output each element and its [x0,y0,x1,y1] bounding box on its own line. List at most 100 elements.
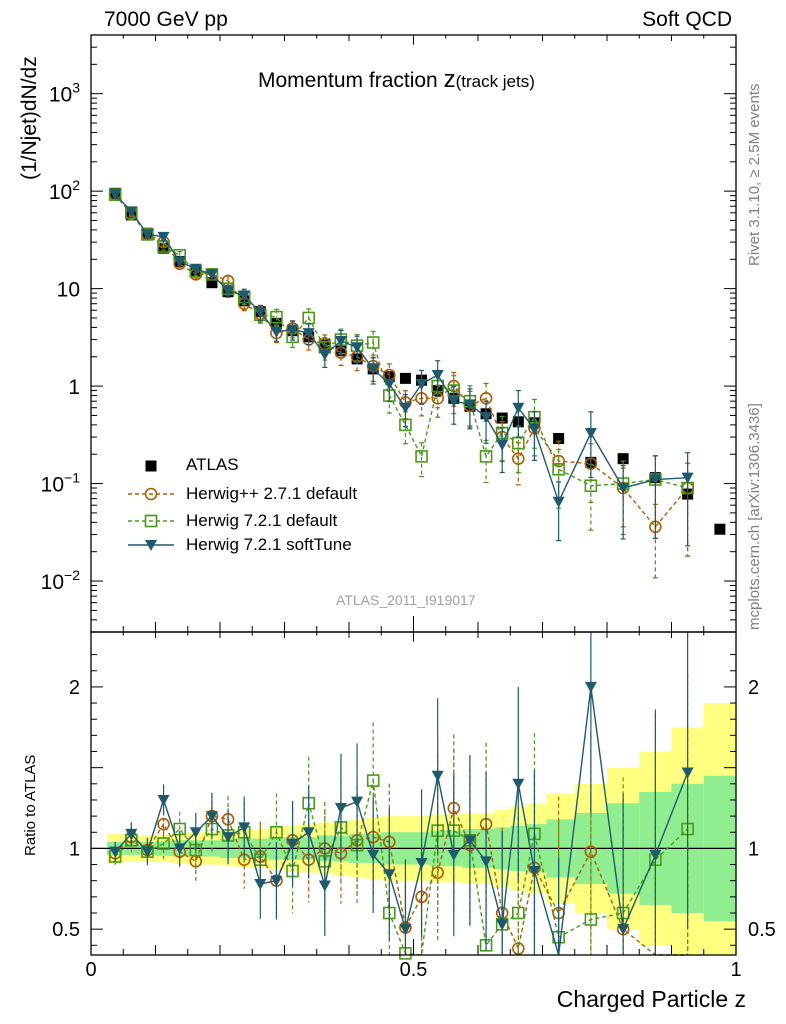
data-point-main [286,324,299,336]
data-point-main [399,372,411,384]
series-line-main [114,194,688,489]
data-point-main [479,450,493,463]
data-point-main [109,189,122,201]
data-point-ratio [173,843,186,855]
data-point-ratio [584,681,597,693]
data-point-main [512,402,525,414]
x-tick-label: 0 [85,959,96,981]
y-axis-label-main: (1/Njet)dN/dz [18,56,41,180]
data-point-main [189,263,202,275]
data-point-main [431,369,444,381]
legend-label-atlas: ATLAS [186,455,239,474]
data-point-ratio [302,827,315,839]
data-point-main [206,277,218,289]
side-text-top: Rivet 3.1.10, ≥ 2.5M events [746,83,763,267]
y-tick-label-main: 103 [49,80,80,107]
series-line-main [114,194,689,528]
data-point-main [584,479,598,493]
data-point-main [463,399,476,411]
data-point-main [553,432,565,444]
data-point-ratio [254,878,267,890]
data-point-main [552,463,565,476]
side-text-bottom: mcplots.cern.ch [arXiv:1306.3436] [746,403,763,630]
data-point-ratio [270,825,283,839]
data-point-main [173,256,186,268]
data-point-ratio [431,770,444,782]
chart-title: Momentum fraction z(track jets) [258,66,535,94]
y-tick-label-ratio: 1 [69,838,80,860]
x-tick-label: 0.5 [400,959,428,981]
data-point-main [366,336,380,349]
legend-label-herwig7-softtune: Herwig 7.2.1 softTune [186,535,352,554]
data-point-main [447,396,460,408]
ratio-error-bands [91,703,736,955]
data-point-ratio [367,849,380,861]
data-point-ratio [205,811,218,823]
data-point-ratio [480,856,493,868]
data-point-main [649,474,662,486]
data-point-main [552,496,565,508]
y-tick-label-exponent: −2 [64,567,80,583]
data-point-main [480,412,493,424]
data-point-ratio [447,849,460,861]
data-point-main [125,206,138,218]
data-point-main [222,285,235,297]
data-point-ratio [238,822,251,834]
legend-label-herwigpp: Herwig++ 2.7.1 default [186,484,358,503]
data-point-main [584,428,597,440]
data-point-main [205,269,218,281]
watermark: ATLAS_2011_I919017 [336,592,476,608]
data-point-main [318,349,331,361]
data-point-ratio [512,778,525,790]
data-point-main [254,307,267,319]
data-point-ratio [512,906,525,920]
x-axis-label: Charged Particle z [556,986,746,1012]
data-point-main [238,290,251,302]
data-point-ratio [528,866,541,878]
data-point-ratio [318,880,331,892]
data-point-main [415,450,428,463]
y-tick-label-ratio: 0.5 [52,919,80,941]
y-tick-label-exponent: 3 [72,80,80,96]
main-axis-ticks: 10−2 10−1 1 10 102 103 [41,34,737,633]
data-point-ratio [584,913,598,926]
data-point-main [415,379,428,391]
y-tick-label-main: 102 [49,177,80,204]
y-tick-label-main: 1 [68,376,80,399]
data-point-main [141,229,154,241]
legend-marker [144,487,158,501]
data-point-ratio [399,924,412,936]
data-point-ratio [189,827,202,839]
y-tick-label-main: 10−1 [41,470,81,497]
data-point-main [617,483,630,495]
data-point-main [351,342,364,354]
y-tick-label-main: 10 [57,279,80,302]
y-tick-label-ratio-right: 1 [748,838,759,860]
data-point-ratio [270,875,283,887]
y-tick-label-ratio-right: 0.5 [748,919,776,941]
data-point-ratio [617,924,630,936]
data-point-main [334,336,347,348]
legend-label-herwig7-default: Herwig 7.2.1 default [186,511,338,530]
data-point-main [496,439,509,451]
data-point-main [157,231,170,243]
chart-title-sub: (track jets) [455,72,535,91]
header-left: 7000 GeV pp [104,8,228,31]
legend-marker [145,460,157,472]
data-point-ratio [366,774,380,787]
ratio-panel-content [108,632,694,960]
data-point-ratio [463,835,476,847]
y-tick-label-main: 10−2 [41,567,81,594]
chart-title-main: Momentum fraction [258,69,444,92]
data-point-ratio [109,846,122,858]
data-point-main [270,326,283,338]
data-point-ratio [157,794,170,806]
y-tick-label-exponent: 2 [72,177,80,193]
data-point-ratio [334,803,347,815]
data-point-main [714,523,726,535]
data-point-main [617,453,629,465]
legend-marker [144,514,158,528]
x-tick-label: 1 [730,959,741,981]
y-tick-label-ratio: 2 [69,677,80,699]
y-axis-label-ratio: Ratio to ATLAS [22,754,39,856]
